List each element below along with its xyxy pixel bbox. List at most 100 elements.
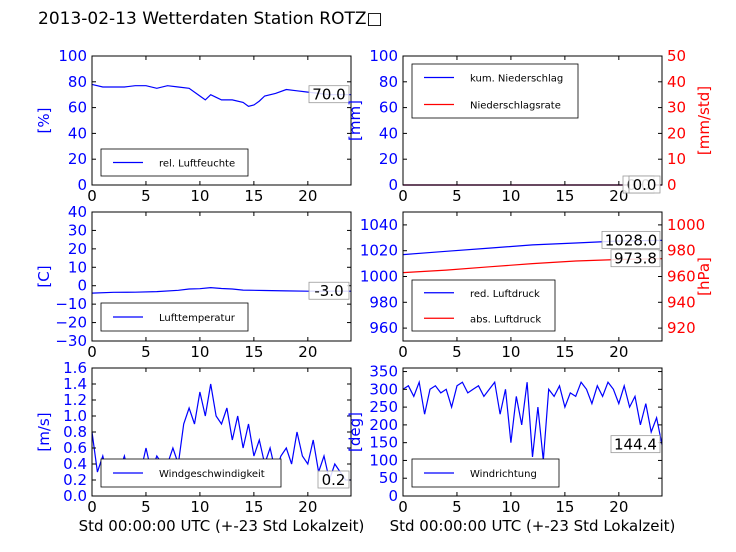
x-tick-label-pressure: 15 xyxy=(555,343,574,361)
x-tick-label-humidity: 5 xyxy=(141,187,151,205)
x-tick-label-humidity: 10 xyxy=(190,187,209,205)
legend-box-precip xyxy=(411,63,579,119)
y-tick-label-humidity: 0 xyxy=(77,176,87,194)
last-value-box-pressure xyxy=(610,249,661,268)
y-tick-label-precip: 40 xyxy=(379,124,398,142)
x-tick-label-temperature: 5 xyxy=(141,343,151,361)
legend-label-wind_speed-0: Windgeschwindigkeit xyxy=(159,469,265,480)
y-tick-label-precip: 60 xyxy=(379,99,398,117)
x-tick-label-pressure: 0 xyxy=(398,343,408,361)
x-tick-label-pressure: 5 xyxy=(452,343,462,361)
y-tick-label-wind_dir: 300 xyxy=(369,380,398,398)
y-tick-label-humidity: 20 xyxy=(68,150,87,168)
y2-tick-label-precip: 40 xyxy=(667,73,686,91)
series-line-temperature-0 xyxy=(91,286,351,294)
plot-frame-temperature xyxy=(91,211,352,342)
y2-tick-label-pressure: 920 xyxy=(667,319,696,337)
legend-label-pressure-1: abs. Luftdruck xyxy=(470,314,541,325)
y-axis-label-wind_dir: [deg] xyxy=(346,412,364,452)
series-line-wind_dir-0 xyxy=(402,379,663,461)
last-value-box-wind_dir xyxy=(610,435,661,454)
y-tick-label-wind_dir: 250 xyxy=(369,398,398,416)
x-tick-label-pressure: 20 xyxy=(609,343,628,361)
y-tick-label-wind_dir: 0 xyxy=(388,487,398,505)
y2-axis-label-precip: [mm/std] xyxy=(695,86,713,155)
x-tick-label-humidity: 15 xyxy=(244,187,263,205)
figure-title: 2013-02-13 Wetterdaten Station ROTZ□ xyxy=(38,9,383,29)
y-tick-label-wind_dir: 200 xyxy=(369,416,398,434)
y2-tick-label-pressure: 960 xyxy=(667,268,696,286)
x-tick-label-pressure: 10 xyxy=(501,343,520,361)
last-value-box-precip xyxy=(628,175,661,194)
last-value-label-pressure: 1028.0 xyxy=(605,231,658,249)
y-tick-label-wind_dir: 150 xyxy=(369,434,398,452)
y-tick-label-pressure: 1020 xyxy=(360,242,398,260)
legend-label-humidity-0: rel. Luftfeuchte xyxy=(159,159,235,170)
y-axis-label-humidity: [%] xyxy=(35,108,53,134)
y-tick-label-precip: 0 xyxy=(388,176,398,194)
y2-tick-label-pressure: 1000 xyxy=(667,216,705,234)
chart-wind_speed: 0 5 10 15 200.00.20.40.60.81.01.21.41.6[m/s]… xyxy=(35,359,364,535)
x-tick-label-wind_dir: 20 xyxy=(609,498,628,516)
x-tick-label-wind_speed: 20 xyxy=(298,498,317,516)
x-axis-label-wind_speed: Std 00:00:00 UTC (+-23 Std Lokalzeit) xyxy=(79,517,365,535)
last-value-label-pressure: 973.8 xyxy=(614,250,657,268)
x-tick-label-wind_dir: 5 xyxy=(452,498,462,516)
y-tick-label-wind_speed: 0.4 xyxy=(63,455,87,473)
y-axis-label-precip: [mm] xyxy=(346,100,364,141)
y-tick-label-pressure: 980 xyxy=(369,293,398,311)
y-tick-label-humidity: 40 xyxy=(68,124,87,142)
x-tick-label-wind_dir: 10 xyxy=(501,498,520,516)
x-axis-label-wind_dir: Std 00:00:00 UTC (+-23 Std Lokalzeit) xyxy=(390,517,676,535)
y-tick-label-wind_speed: 1.6 xyxy=(63,359,87,377)
plot-frame-humidity xyxy=(91,55,352,186)
y-tick-label-temperature: −20 xyxy=(55,314,87,332)
x-tick-label-temperature: 15 xyxy=(244,343,263,361)
y-tick-label-humidity: 60 xyxy=(68,99,87,117)
series-line-humidity-0 xyxy=(91,83,351,107)
chart-pressure: 0 5 10 15 20 960 980 1000 1020 1040 920 940 960 980 10… xyxy=(360,211,713,361)
chart-temperature: 0 5 10 15 20−30−20−10010203040[C]Lufttempera… xyxy=(35,203,352,361)
y-axis-label-wind_speed: [m/s] xyxy=(35,412,53,451)
legend-box-wind_speed xyxy=(100,458,282,488)
x-tick-label-temperature: 10 xyxy=(190,343,209,361)
y-tick-label-wind_speed: 0.6 xyxy=(63,439,87,457)
x-tick-label-wind_dir: 0 xyxy=(398,498,408,516)
y-axis-label-temperature: [C] xyxy=(35,265,53,287)
y-tick-label-wind_speed: 0.8 xyxy=(63,423,87,441)
y-tick-label-temperature: 40 xyxy=(68,203,87,221)
last-value-label-temperature: -3.0 xyxy=(314,282,343,300)
x-tick-label-wind_speed: 15 xyxy=(244,498,263,516)
y-tick-label-temperature: 30 xyxy=(68,221,87,239)
y-tick-label-precip: 20 xyxy=(379,150,398,168)
x-tick-label-temperature: 0 xyxy=(87,343,97,361)
y-tick-label-wind_dir: 50 xyxy=(379,469,398,487)
y-tick-label-wind_speed: 1.4 xyxy=(63,375,87,393)
y-tick-label-precip: 100 xyxy=(369,47,398,65)
last-value-label-wind_dir: 144.4 xyxy=(614,436,657,454)
y-tick-label-pressure: 1000 xyxy=(360,268,398,286)
legend-label-wind_dir-0: Windrichtung xyxy=(470,469,537,480)
x-tick-label-wind_dir: 15 xyxy=(555,498,574,516)
last-value-label-humidity: 70.0 xyxy=(312,86,345,104)
x-tick-label-wind_speed: 5 xyxy=(141,498,151,516)
x-tick-label-precip: 15 xyxy=(555,187,574,205)
last-value-box-wind_speed xyxy=(317,470,350,489)
x-tick-label-precip: 5 xyxy=(452,187,462,205)
x-tick-label-humidity: 20 xyxy=(298,187,317,205)
y-tick-label-wind_dir: 100 xyxy=(369,451,398,469)
x-tick-label-wind_speed: 10 xyxy=(190,498,209,516)
y-tick-label-precip: 80 xyxy=(379,73,398,91)
x-tick-label-wind_speed: 0 xyxy=(87,498,97,516)
last-value-box-temperature xyxy=(308,281,350,300)
y-tick-label-temperature: −10 xyxy=(55,295,87,313)
y-tick-label-wind_speed: 1.2 xyxy=(63,391,87,409)
y-tick-label-humidity: 100 xyxy=(58,47,87,65)
y-tick-label-humidity: 80 xyxy=(68,73,87,91)
y-tick-label-wind_speed: 1.0 xyxy=(63,407,87,425)
y2-tick-label-precip: 50 xyxy=(667,47,686,65)
y2-tick-label-pressure: 980 xyxy=(667,242,696,260)
x-tick-label-precip: 0 xyxy=(398,187,408,205)
